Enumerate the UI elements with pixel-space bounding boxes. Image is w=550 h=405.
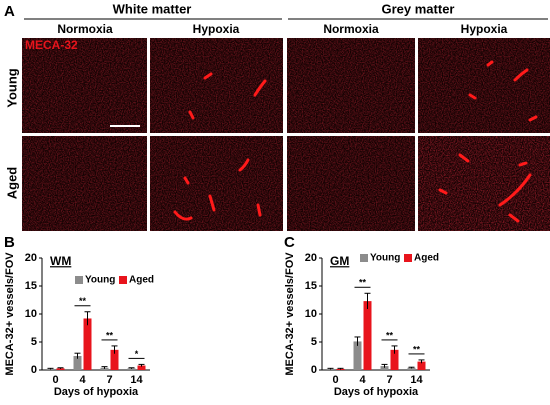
vessel: [528, 115, 538, 122]
bar: [73, 356, 82, 370]
bar: [380, 366, 389, 370]
annotation: GM: [330, 254, 349, 268]
vessel: [498, 173, 532, 207]
y-tick-label: 5: [31, 336, 37, 348]
condition-label: Normoxia: [57, 22, 113, 36]
micrograph-signal: [150, 136, 283, 231]
micrograph-signal: [22, 136, 147, 231]
x-tick-label: 4: [359, 374, 366, 386]
bar: [417, 361, 426, 370]
y-tick-label: 15: [25, 280, 37, 292]
stain-label: MECA-32: [25, 38, 78, 52]
y-tick-label: 15: [305, 280, 317, 292]
y-tick-label: 0: [311, 364, 317, 376]
bar: [407, 367, 416, 370]
legend-swatch: [75, 276, 83, 284]
legend-swatch: [404, 254, 412, 262]
vessel: [438, 188, 448, 195]
micrograph-signal: [418, 136, 550, 231]
x-tick-label: 0: [332, 374, 338, 386]
condition-label: Normoxia: [323, 22, 379, 36]
x-axis-label: Days of hypoxia: [54, 386, 139, 398]
significance-label: **: [413, 344, 421, 354]
vessel: [486, 60, 494, 67]
y-axis-label: MECA-32+ vessels/FOV: [4, 252, 16, 376]
annotation: WM: [50, 254, 71, 268]
condition-label: Hypoxia: [461, 22, 508, 36]
bar: [83, 318, 92, 370]
vessel: [513, 68, 529, 82]
bar: [363, 301, 372, 370]
panel-label: B: [4, 234, 15, 251]
x-axis-label: Days of hypoxia: [334, 386, 419, 398]
x-tick-label: 7: [386, 374, 392, 386]
legend-label: Young: [85, 275, 115, 286]
x-tick-label: 14: [130, 374, 143, 386]
vessel: [256, 203, 262, 217]
legend-label: Aged: [414, 253, 439, 264]
vessel: [253, 79, 267, 97]
bar: [137, 365, 146, 370]
micrograph-signal: [418, 38, 550, 133]
vessel: [468, 93, 477, 100]
legend-swatch: [119, 276, 127, 284]
vessel: [518, 161, 528, 167]
vessel: [238, 158, 250, 172]
y-tick-label: 0: [31, 364, 37, 376]
significance-label: **: [359, 278, 367, 288]
y-axis-label: MECA-32+ vessels/FOV: [284, 252, 296, 376]
x-tick-label: 4: [79, 374, 86, 386]
row-label: Young: [4, 68, 19, 108]
micrograph-signal: [22, 38, 147, 133]
vessel: [508, 213, 520, 223]
y-tick-label: 5: [311, 336, 317, 348]
vessel: [173, 210, 193, 221]
panel-label: C: [284, 234, 295, 251]
bar: [390, 349, 399, 370]
y-tick-label: 10: [25, 308, 37, 320]
vessel: [188, 110, 195, 120]
vessel: [203, 72, 213, 80]
micrograph-signal: [287, 136, 415, 231]
legend-label: Aged: [129, 275, 154, 286]
vessel: [208, 194, 216, 212]
significance-label: *: [135, 349, 139, 359]
legend-label: Young: [370, 253, 400, 264]
bar: [110, 349, 119, 370]
row-label: Aged: [4, 167, 19, 200]
bar: [127, 368, 136, 370]
significance-label: **: [386, 330, 394, 340]
bar: [353, 341, 362, 370]
bar: [56, 368, 65, 370]
group-label: White matter: [113, 1, 192, 16]
group-label: Grey matter: [382, 1, 455, 16]
legend-swatch: [360, 254, 368, 262]
micrograph-signal: [287, 38, 415, 133]
significance-label: **: [79, 296, 87, 306]
x-tick-label: 0: [52, 374, 58, 386]
x-tick-label: 14: [410, 374, 423, 386]
panel-a: MECA-32: [22, 38, 550, 231]
y-tick-label: 10: [305, 308, 317, 320]
vessel: [183, 176, 190, 185]
x-tick-label: 7: [106, 374, 112, 386]
y-tick-label: 20: [305, 252, 317, 264]
condition-label: Hypoxia: [193, 22, 240, 36]
y-tick-label: 20: [25, 252, 37, 264]
significance-label: **: [106, 330, 114, 340]
panel-label: A: [4, 3, 15, 20]
vessel: [458, 153, 470, 163]
